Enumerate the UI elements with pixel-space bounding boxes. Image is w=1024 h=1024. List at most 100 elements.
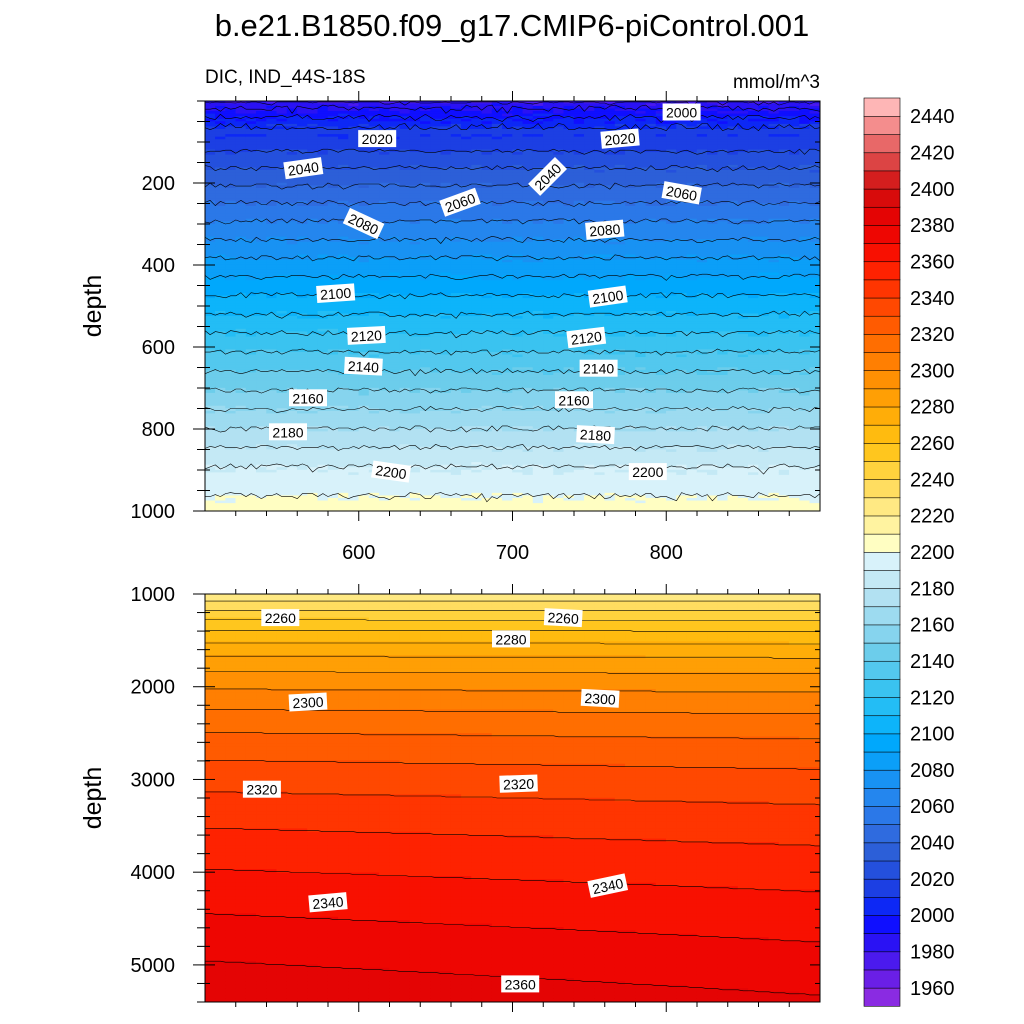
contour-fill-cell — [379, 313, 390, 317]
contour-fill-cell — [440, 149, 452, 153]
contour-fill-cell — [379, 146, 390, 150]
contour-fill-cell — [235, 462, 247, 466]
contour-fill-cell — [379, 101, 390, 104]
contour-fill-cell — [430, 228, 442, 232]
contour-fill-cell — [512, 485, 524, 489]
contour-fill-cell — [235, 141, 247, 145]
contour-fill-cell — [368, 500, 380, 504]
contour-fill-cell — [235, 413, 247, 417]
contour-fill-cell — [399, 459, 411, 463]
contour-fill-cell — [276, 221, 288, 225]
contour-fill-cell — [215, 113, 226, 117]
contour-fill-cell — [205, 467, 216, 471]
contour-fill-cell — [235, 216, 247, 220]
contour-fill-cell — [205, 218, 216, 222]
contour-fill-cell — [358, 203, 370, 207]
contour-fill-cell — [286, 193, 298, 197]
contour-fill-cell — [276, 169, 288, 174]
contour-fill-cell — [235, 490, 247, 494]
contour-fill-cell — [440, 216, 452, 220]
contour-fill-cell — [461, 275, 472, 279]
contour-fill-cell — [481, 185, 493, 189]
contour-fill-cell — [389, 456, 401, 461]
contour-fill-cell — [471, 415, 483, 420]
contour-fill-cell — [512, 108, 524, 112]
contour-fill-cell — [235, 221, 247, 225]
contour-fill-cell — [491, 231, 503, 235]
contour-fill-cell — [276, 410, 288, 414]
contour-fill-cell — [430, 482, 442, 486]
contour-fill-cell — [266, 292, 278, 297]
contour-fill-cell — [307, 231, 319, 235]
contour-fill-cell — [225, 167, 237, 171]
contour-fill-cell — [481, 305, 493, 309]
contour-fill-cell — [420, 469, 431, 473]
contour-fill-cell — [215, 374, 226, 379]
contour-fill-cell — [215, 251, 226, 256]
contour-fill-cell — [368, 116, 380, 120]
contour-fill-cell — [317, 487, 329, 491]
contour-fill-cell — [215, 490, 226, 494]
contour-fill-cell — [379, 316, 390, 320]
contour-fill-cell — [286, 262, 298, 266]
contour-fill-cell — [368, 277, 380, 281]
contour-fill-cell — [512, 336, 524, 340]
contour-fill-cell — [307, 408, 319, 412]
contour-fill-cell — [440, 172, 452, 176]
contour-fill-cell — [215, 103, 226, 107]
contour-fill-cell — [440, 369, 452, 373]
contour-fill-cell — [471, 134, 483, 138]
contour-fill-cell — [235, 101, 247, 104]
contour-fill-cell — [481, 159, 493, 163]
contour-fill-cell — [461, 413, 472, 417]
contour-fill-cell — [338, 267, 349, 271]
contour-fill-cell — [379, 277, 390, 281]
contour-fill-cell — [461, 272, 472, 276]
contour-fill-cell — [461, 390, 472, 394]
contour-fill-cell — [225, 118, 237, 122]
contour-fill-cell — [461, 257, 472, 261]
contour-fill-cell — [225, 231, 237, 235]
contour-fill-cell — [461, 185, 472, 189]
contour-fill-cell — [266, 187, 278, 191]
contour-fill-cell — [348, 462, 360, 466]
contour-fill-cell — [481, 277, 493, 281]
contour-fill-cell — [276, 128, 288, 133]
contour-fill-cell — [430, 433, 442, 437]
contour-fill-cell — [512, 111, 524, 115]
contour-fill-cell — [256, 285, 267, 289]
contour-fill-cell — [256, 123, 267, 127]
contour-fill-cell — [327, 439, 339, 443]
contour-fill-cell — [440, 367, 452, 371]
contour-fill-cell — [286, 118, 298, 122]
contour-fill-cell — [491, 490, 503, 494]
contour-fill-cell — [307, 236, 319, 240]
contour-fill-cell — [235, 113, 247, 117]
contour-fill-cell — [317, 477, 329, 481]
contour-fill-cell — [266, 359, 278, 363]
contour-fill-cell — [338, 190, 349, 194]
contour-fill-cell — [338, 216, 349, 220]
contour-fill-cell — [430, 177, 442, 181]
contour-fill-cell — [389, 121, 401, 125]
contour-fill-cell — [286, 146, 298, 150]
contour-fill-cell — [461, 500, 472, 504]
contour-fill-cell — [409, 131, 421, 135]
contour-fill-cell — [502, 251, 513, 256]
contour-fill-cell — [399, 508, 411, 511]
contour-fill-cell — [317, 321, 329, 325]
contour-fill-cell — [461, 346, 472, 350]
contour-fill-cell — [450, 426, 462, 430]
contour-fill-cell — [348, 251, 360, 256]
contour-fill-cell — [399, 180, 411, 184]
contour-fill-cell — [307, 113, 319, 117]
contour-fill-cell — [502, 359, 513, 363]
contour-fill-cell — [225, 492, 237, 496]
contour-fill-cell — [481, 400, 493, 404]
contour-fill-cell — [266, 485, 278, 489]
contour-fill-cell — [266, 287, 278, 291]
contour-fill-cell — [225, 251, 237, 256]
contour-fill-cell — [358, 390, 370, 394]
contour-fill-cell — [420, 472, 431, 476]
contour-fill-cell — [512, 354, 524, 358]
